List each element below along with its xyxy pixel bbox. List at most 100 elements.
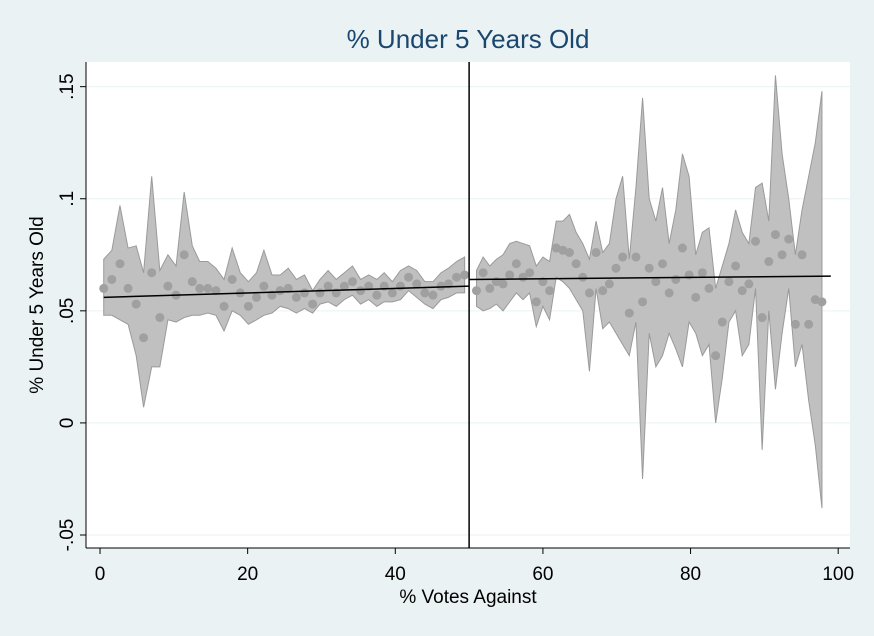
point xyxy=(211,286,221,296)
point xyxy=(751,236,761,246)
point xyxy=(764,257,774,267)
point xyxy=(179,250,189,260)
point xyxy=(697,268,707,278)
point xyxy=(283,283,293,293)
point xyxy=(291,292,301,302)
point xyxy=(584,288,594,298)
point xyxy=(658,259,668,269)
point xyxy=(724,277,734,287)
point xyxy=(618,252,628,262)
point xyxy=(372,290,382,300)
y-tick-label: -.05 xyxy=(57,519,78,552)
point xyxy=(604,279,614,289)
point xyxy=(147,268,157,278)
point xyxy=(471,286,481,296)
point xyxy=(611,263,621,273)
point xyxy=(420,288,430,298)
point xyxy=(744,279,754,289)
point xyxy=(757,313,767,323)
fit-line xyxy=(469,275,831,281)
point xyxy=(531,297,541,307)
y-tick-label: .05 xyxy=(57,298,78,324)
point xyxy=(107,274,117,284)
chart-title: % Under 5 Years Old xyxy=(347,24,590,54)
point xyxy=(817,297,827,307)
point xyxy=(99,283,109,293)
point xyxy=(578,272,588,282)
point xyxy=(219,301,229,311)
y-tick-label: .1 xyxy=(57,191,78,207)
point xyxy=(155,313,165,323)
point xyxy=(395,281,405,291)
x-tick-label: 0 xyxy=(95,564,106,585)
point xyxy=(797,250,807,260)
point xyxy=(452,272,462,282)
point xyxy=(412,279,422,289)
point xyxy=(131,299,141,309)
point xyxy=(731,261,741,271)
point xyxy=(777,250,787,260)
point xyxy=(784,234,794,244)
point xyxy=(704,283,714,293)
y-axis-label: % Under 5 Years Old xyxy=(27,216,48,393)
point xyxy=(804,319,814,329)
point xyxy=(436,281,446,291)
point xyxy=(664,288,674,298)
point xyxy=(460,270,470,280)
point xyxy=(511,259,521,269)
point xyxy=(308,299,318,309)
point xyxy=(227,274,237,284)
point xyxy=(163,281,173,291)
point xyxy=(275,286,285,296)
point xyxy=(790,319,800,329)
point xyxy=(651,277,661,287)
point xyxy=(525,268,535,278)
point xyxy=(638,297,648,307)
point xyxy=(498,279,508,289)
point xyxy=(339,281,349,291)
point xyxy=(485,283,495,293)
point xyxy=(356,286,366,296)
point xyxy=(252,292,262,302)
point xyxy=(123,283,133,293)
point xyxy=(677,243,687,253)
point xyxy=(545,286,555,296)
point xyxy=(737,286,747,296)
x-axis-label: % Votes Against xyxy=(399,587,537,608)
point xyxy=(404,272,414,282)
point xyxy=(243,301,253,311)
point xyxy=(315,288,325,298)
point xyxy=(671,274,681,284)
point xyxy=(717,317,727,327)
point xyxy=(624,308,634,318)
point xyxy=(631,252,641,262)
fit-line xyxy=(103,285,470,299)
point xyxy=(644,263,654,273)
point xyxy=(571,259,581,269)
x-tick-label: 80 xyxy=(680,564,701,585)
point xyxy=(428,290,438,300)
point xyxy=(259,281,269,291)
point xyxy=(598,286,608,296)
x-tick-label: 20 xyxy=(237,564,258,585)
point xyxy=(203,283,213,293)
point xyxy=(387,288,397,298)
y-tick-label: .15 xyxy=(57,73,78,99)
point xyxy=(299,288,309,298)
point xyxy=(187,277,197,287)
point xyxy=(711,351,721,361)
point xyxy=(505,270,515,280)
point xyxy=(115,259,125,269)
point xyxy=(195,283,205,293)
point xyxy=(478,268,488,278)
point xyxy=(323,281,333,291)
x-tick-label: 40 xyxy=(385,564,406,585)
confidence-band xyxy=(475,75,823,509)
point xyxy=(691,292,701,302)
point xyxy=(139,333,149,343)
point xyxy=(364,281,374,291)
y-tick-label: 0 xyxy=(57,418,78,429)
point xyxy=(564,248,574,258)
